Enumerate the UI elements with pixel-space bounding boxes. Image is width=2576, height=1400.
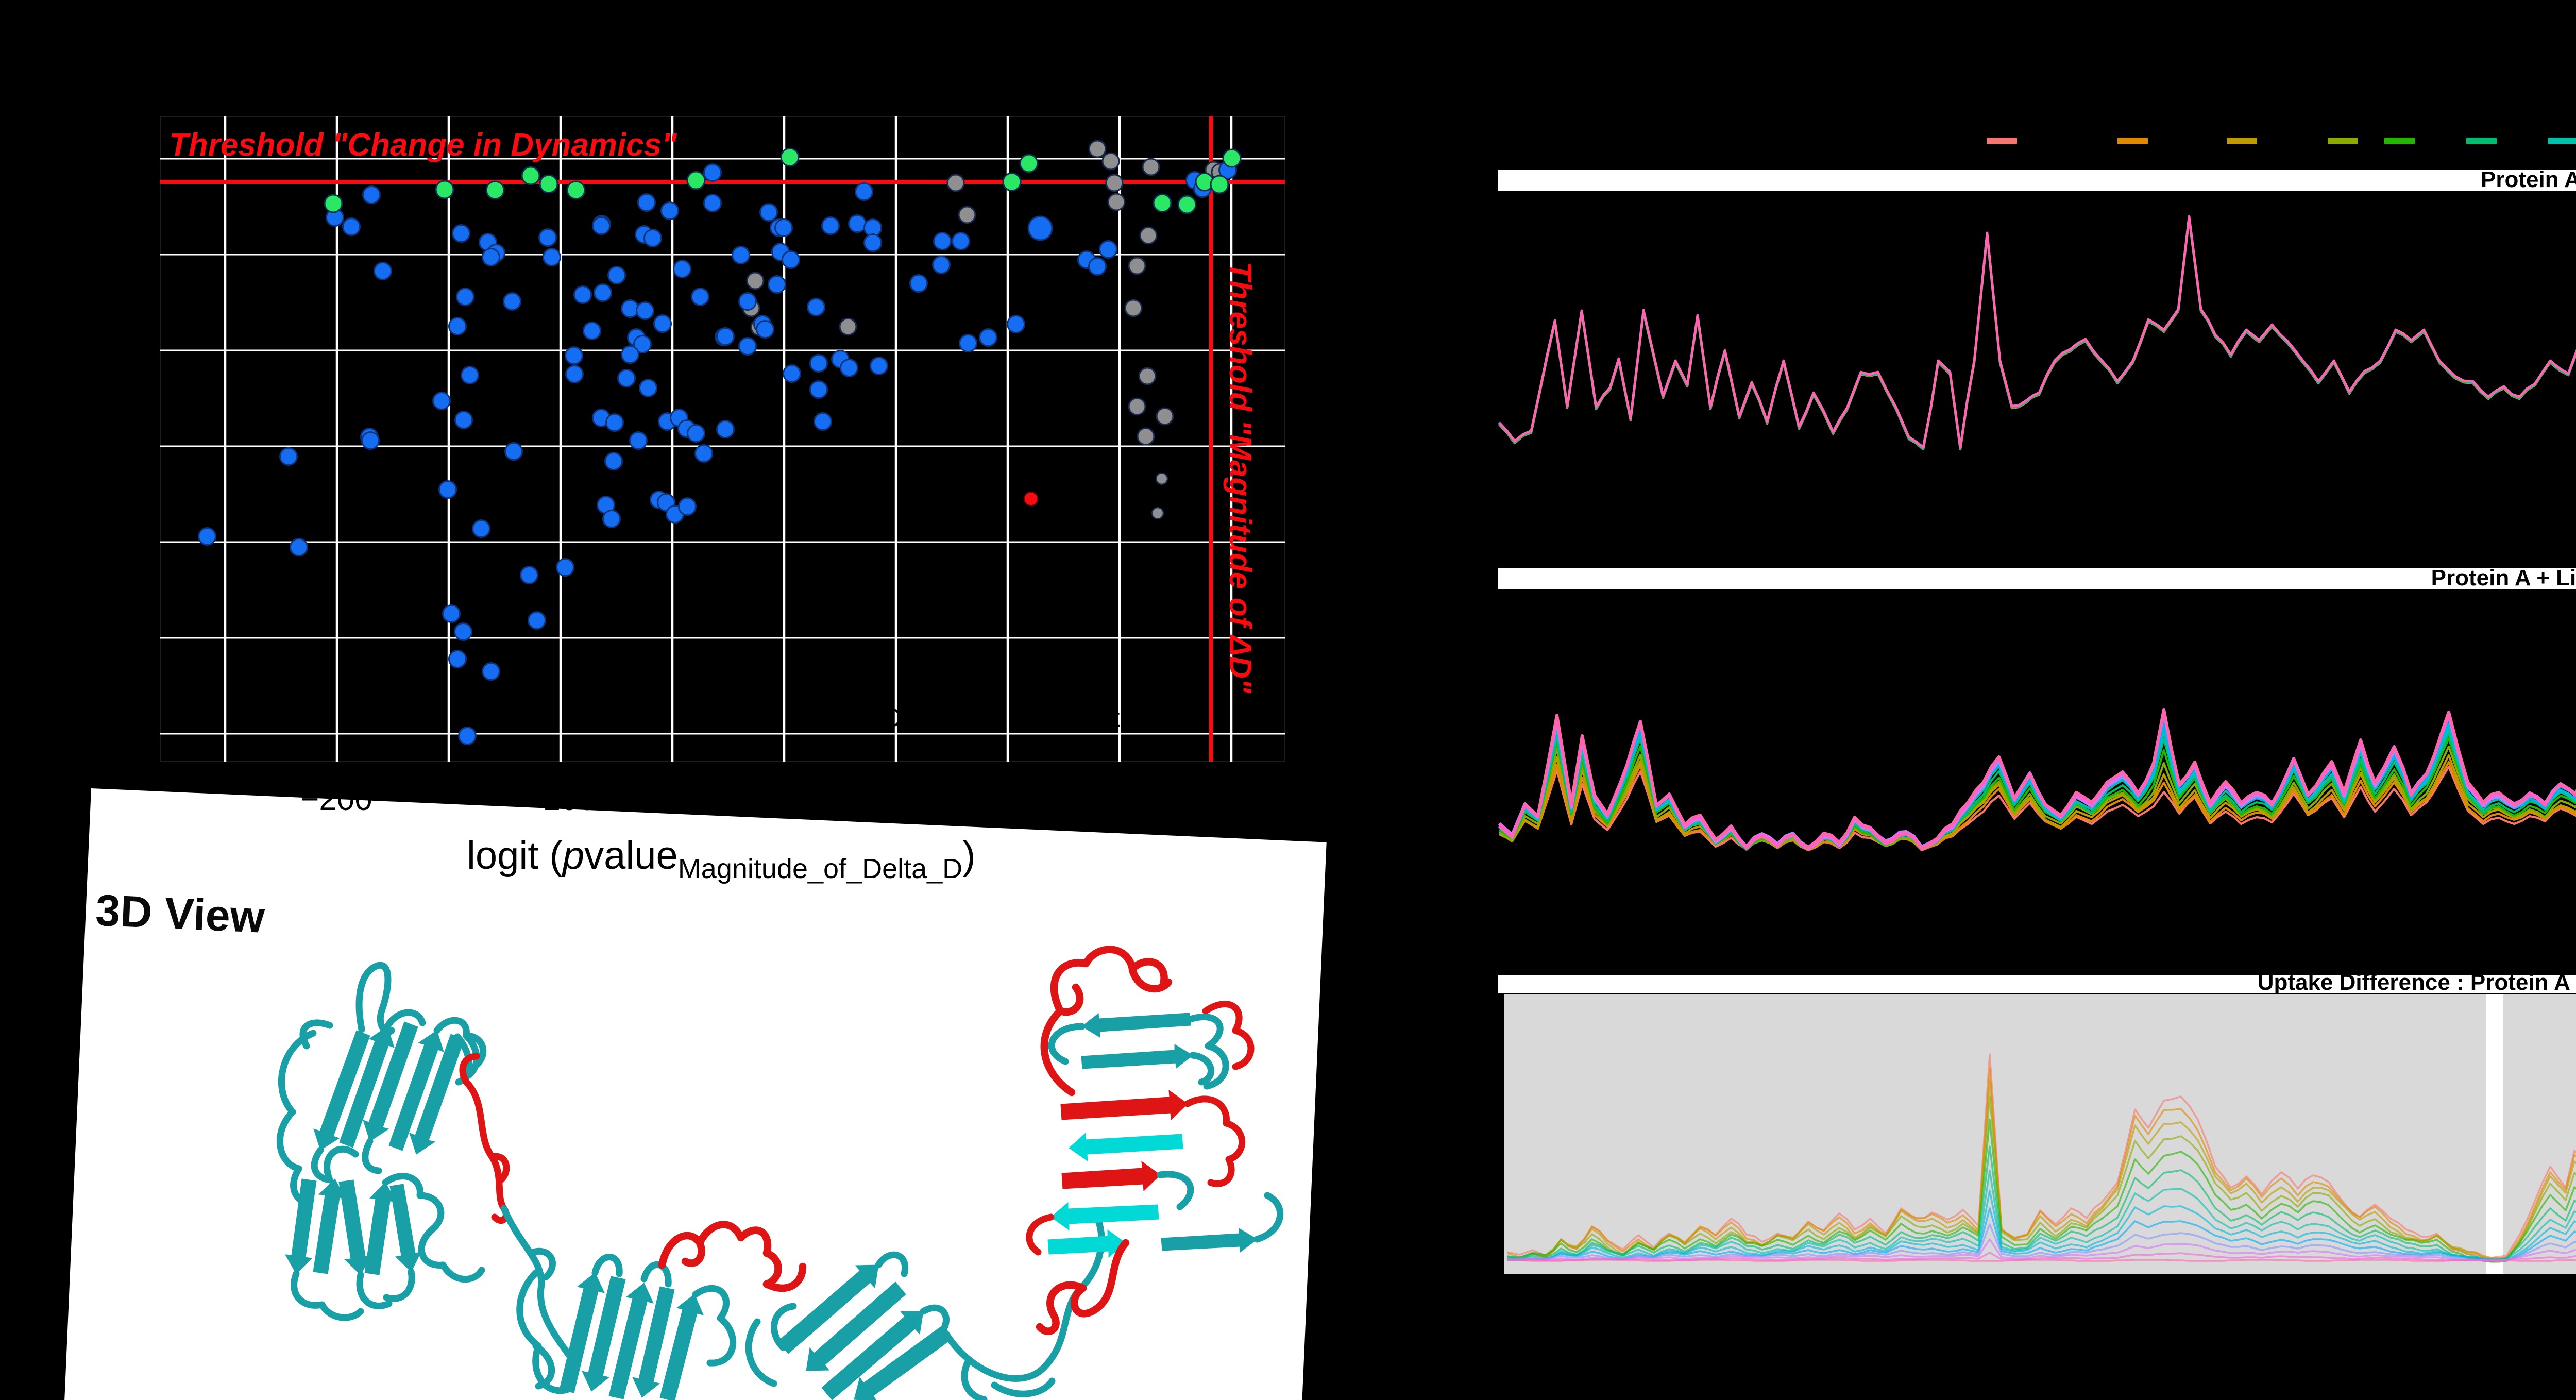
svg-text:Uptake Difference : Protein A: Uptake Difference : Protein A - (Protein… [2258, 970, 2576, 995]
svg-text:Calculated from peptide da: Calculated from peptide da [882, 703, 1190, 732]
svg-text:−100: −100 [524, 782, 596, 817]
svg-text:Threshold "Magnitude of ΔD": Threshold "Magnitude of ΔD" [1223, 262, 1258, 694]
svg-text:Threshold "Change in Dynamics": Threshold "Change in Dynamics" [169, 127, 677, 163]
svg-text:0: 0 [775, 782, 792, 817]
svg-text:3D View: 3D View [95, 886, 266, 942]
svg-text:Protein A + Ligand: Protein A + Ligand [2431, 565, 2576, 591]
svg-text:Protein A: Protein A [2481, 167, 2576, 192]
svg-text:−200: −200 [300, 782, 372, 817]
